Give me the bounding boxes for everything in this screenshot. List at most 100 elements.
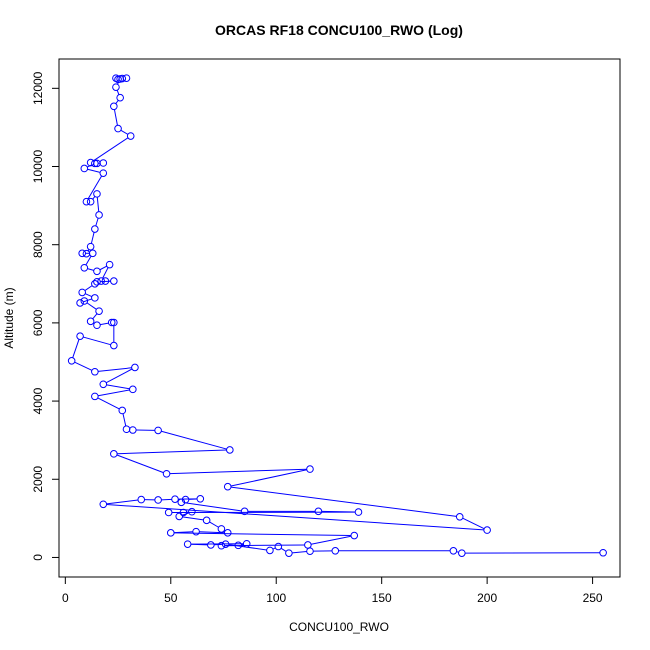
data-point — [226, 446, 234, 454]
series-line-segment — [100, 322, 109, 326]
data-point — [137, 495, 146, 504]
data-point — [93, 321, 101, 330]
series-line-segment — [99, 265, 107, 271]
data-point — [80, 164, 89, 173]
data-point — [116, 93, 124, 102]
data-point — [114, 124, 122, 133]
series-line-segment — [87, 175, 103, 200]
series-line-segment — [199, 531, 225, 534]
data-point — [105, 260, 114, 269]
data-point — [91, 294, 99, 302]
data-point — [242, 539, 251, 548]
data-point — [166, 529, 175, 537]
series-line-segment — [92, 196, 96, 200]
y-axis: 0 2000 4000 6000 8000 10000 12000 — [31, 71, 60, 561]
series-line-segment — [102, 267, 109, 279]
series-line-segment — [87, 168, 101, 173]
data-point — [599, 548, 607, 557]
y-tick-label: 4000 — [31, 387, 45, 414]
series-line-segment — [83, 336, 111, 346]
series-line-segment — [84, 285, 93, 291]
series-line-segment — [106, 504, 484, 531]
data-point — [110, 102, 118, 111]
data-point — [118, 406, 127, 415]
data-point — [82, 197, 91, 206]
series-line-segment — [122, 413, 127, 427]
data-point — [202, 516, 211, 525]
chart-title: ORCAS RF18 CONCU100_RWO (Log) — [215, 22, 463, 38]
series-line-segment — [184, 502, 242, 512]
data-point — [154, 496, 162, 504]
data-point — [129, 426, 137, 434]
series-line-segment — [280, 547, 287, 552]
data-point — [126, 132, 135, 140]
data-point — [76, 332, 84, 340]
series-line-segment — [174, 532, 351, 537]
data-point — [80, 263, 89, 272]
data-point — [93, 278, 101, 286]
x-tick-label: 150 — [372, 591, 392, 605]
series-line-segment — [95, 218, 99, 227]
series-line-segment — [106, 384, 130, 390]
data-point — [314, 507, 323, 516]
data-point — [67, 357, 76, 365]
series-line-segment — [115, 100, 119, 104]
data-point — [455, 512, 464, 521]
data-point — [217, 541, 226, 550]
data-point — [122, 425, 131, 434]
data-point — [129, 385, 137, 394]
data-point — [306, 547, 314, 555]
data-point — [131, 363, 139, 372]
data-point — [175, 512, 184, 521]
data-point — [306, 465, 314, 473]
data-point — [99, 169, 108, 177]
data-point — [91, 367, 99, 376]
data-point — [91, 159, 99, 168]
series-line-segment — [190, 543, 208, 546]
x-tick-label: 250 — [583, 591, 603, 605]
data-point — [110, 450, 118, 458]
y-tick-label: 12000 — [31, 71, 45, 105]
data-point — [458, 549, 466, 557]
series-line-segment — [462, 517, 485, 530]
series-line-segment — [230, 486, 457, 517]
series-line-segment — [87, 268, 94, 271]
series-line-segment — [116, 454, 164, 474]
data-point — [331, 547, 340, 555]
series-line-segment — [98, 367, 132, 372]
data-point — [217, 525, 226, 533]
data-point — [350, 531, 359, 540]
data-point — [110, 277, 118, 285]
data-point — [449, 547, 458, 555]
y-tick-label: 2000 — [31, 466, 45, 493]
data-point — [196, 495, 205, 503]
series-line-segment — [209, 521, 219, 528]
data-point — [76, 299, 84, 307]
data-point — [234, 541, 243, 550]
series-line-segment — [98, 389, 130, 397]
data-point — [164, 508, 173, 517]
x-axis: 0 50 100 150 200 250 — [62, 576, 603, 605]
series-line-segment — [90, 232, 95, 244]
x-tick-label: 200 — [477, 591, 497, 605]
series-line-segment — [292, 551, 307, 554]
data-point — [483, 526, 491, 534]
x-axis-title: CONCU100_RWO — [289, 620, 389, 634]
data-point — [95, 307, 103, 315]
series-line-segment — [74, 361, 93, 371]
data-point — [78, 249, 86, 258]
x-tick-label: 100 — [266, 591, 286, 605]
data-point — [274, 542, 283, 551]
data-point — [285, 549, 293, 557]
data-point — [179, 508, 188, 517]
data-point — [99, 159, 108, 167]
y-axis-title: Altitude (m) — [2, 287, 16, 348]
data-point — [177, 498, 186, 507]
y-tick-label: 0 — [31, 554, 45, 561]
data-point — [266, 546, 274, 555]
data-point — [107, 318, 116, 327]
y-tick-label: 6000 — [31, 309, 45, 336]
data-point — [93, 190, 101, 198]
data-point — [154, 426, 162, 435]
